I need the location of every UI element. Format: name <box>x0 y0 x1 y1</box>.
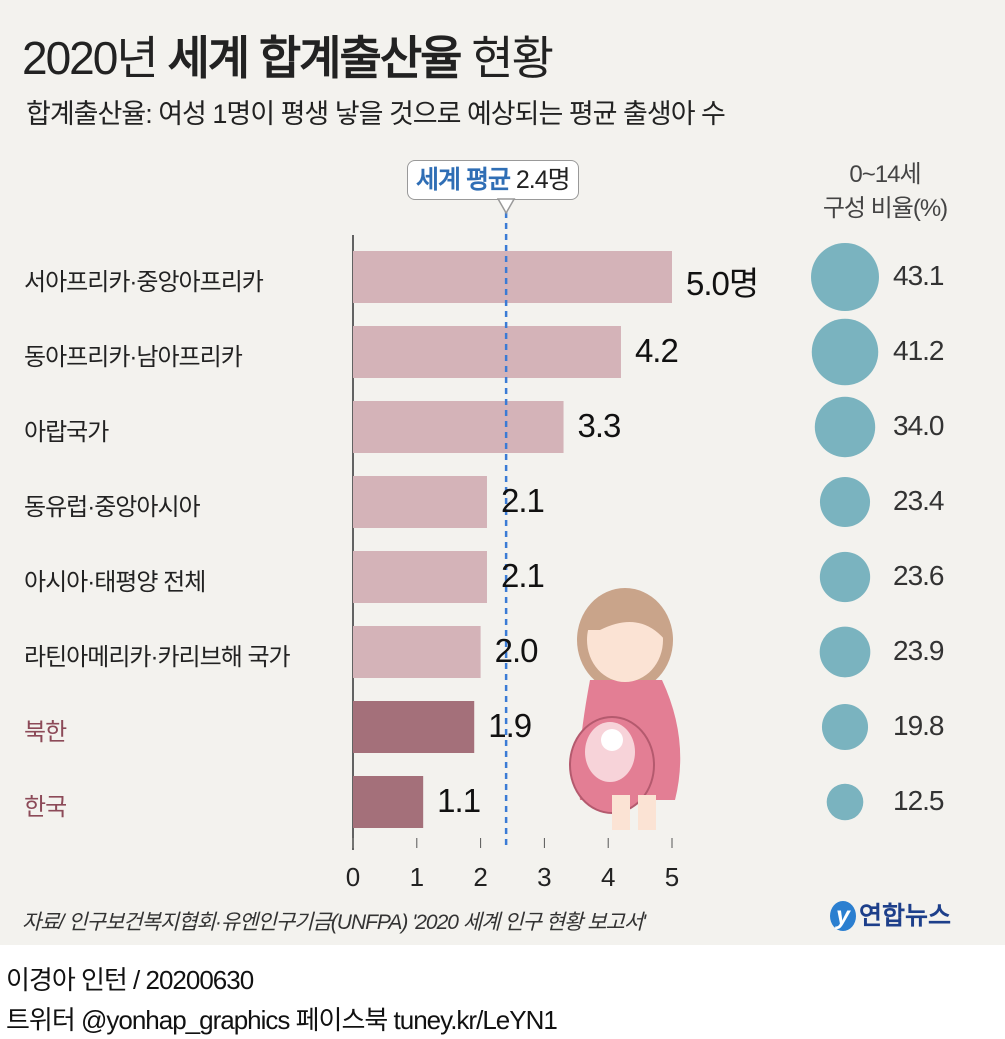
value-label: 2.0 <box>494 632 539 669</box>
bubble-value-label: 12.5 <box>893 785 944 816</box>
category-label: 아시아·태평양 전체 <box>24 569 206 596</box>
bar <box>353 251 672 303</box>
bubble <box>811 243 879 311</box>
bubble <box>819 551 871 603</box>
yonhap-logo: y 연합뉴스 <box>830 896 951 932</box>
bubble <box>819 626 871 678</box>
world-average-callout: 세계 평균 2.4명 <box>407 160 579 200</box>
bubble <box>811 318 879 386</box>
bar <box>353 626 481 678</box>
bubble <box>826 783 864 821</box>
bubble-value-label: 19.8 <box>893 710 944 741</box>
bar <box>353 476 487 528</box>
value-label: 3.3 <box>577 407 622 444</box>
bubble <box>814 396 876 458</box>
x-tick-label: 3 <box>537 862 552 892</box>
bar <box>353 551 487 603</box>
bar <box>353 326 621 378</box>
social-credit: 트위터 @yonhap_graphics 페이스북 tuney.kr/LeYN1 <box>6 1005 558 1035</box>
value-label: 5.0명 <box>686 265 759 302</box>
bubble-value-label: 23.9 <box>893 635 944 666</box>
value-label: 2.1 <box>500 557 545 594</box>
category-label: 한국 <box>24 794 67 821</box>
bubble <box>821 703 869 751</box>
x-tick-label: 1 <box>409 862 425 892</box>
bubble-value-label: 34.0 <box>893 410 944 441</box>
x-tick-label: 2 <box>473 862 488 892</box>
bubble-value-label: 23.6 <box>893 560 944 591</box>
pregnant-woman-illustration <box>569 588 681 830</box>
category-label: 서아프리카·중앙아프리카 <box>24 269 264 296</box>
bubble <box>819 476 871 528</box>
value-label: 4.2 <box>634 332 679 369</box>
x-tick-label: 4 <box>600 862 616 892</box>
bubble-value-label: 23.4 <box>893 485 944 516</box>
x-tick-label: 0 <box>345 862 361 892</box>
value-label: 1.1 <box>437 782 481 819</box>
logo-mark-icon: y <box>830 901 856 931</box>
source-note: 자료/ 인구보건복지협회·유엔인구기금(UNFPA) '2020 세계 인구 현… <box>22 911 646 934</box>
chart-subtitle: 합계출산율: 여성 1명이 평생 낳을 것으로 예상되는 평균 출생아 수 <box>26 99 726 129</box>
value-label: 1.9 <box>488 707 532 744</box>
bubble-value-label: 43.1 <box>893 260 944 291</box>
category-label: 아랍국가 <box>24 419 109 446</box>
author-credit: 이경아 인턴 / 20200630 <box>6 965 254 995</box>
category-label: 북한 <box>24 719 67 746</box>
bar-chart <box>352 198 879 850</box>
category-label: 동유럽·중앙아시아 <box>24 494 201 521</box>
bar <box>353 701 475 753</box>
x-tick-label: 5 <box>664 862 680 892</box>
bar <box>353 401 564 453</box>
category-label: 라틴아메리카·카리브해 국가 <box>24 644 291 671</box>
callout-pointer-icon <box>496 198 516 215</box>
category-label: 동아프리카·남아프리카 <box>24 344 243 371</box>
bubble-header: 0~14세 구성 비율(%) <box>822 161 948 222</box>
bubble-value-label: 41.2 <box>893 335 944 366</box>
bar <box>353 776 424 828</box>
chart-title: 2020년 세계 합계출산율 현황 <box>22 32 554 84</box>
value-label: 2.1 <box>500 482 545 519</box>
